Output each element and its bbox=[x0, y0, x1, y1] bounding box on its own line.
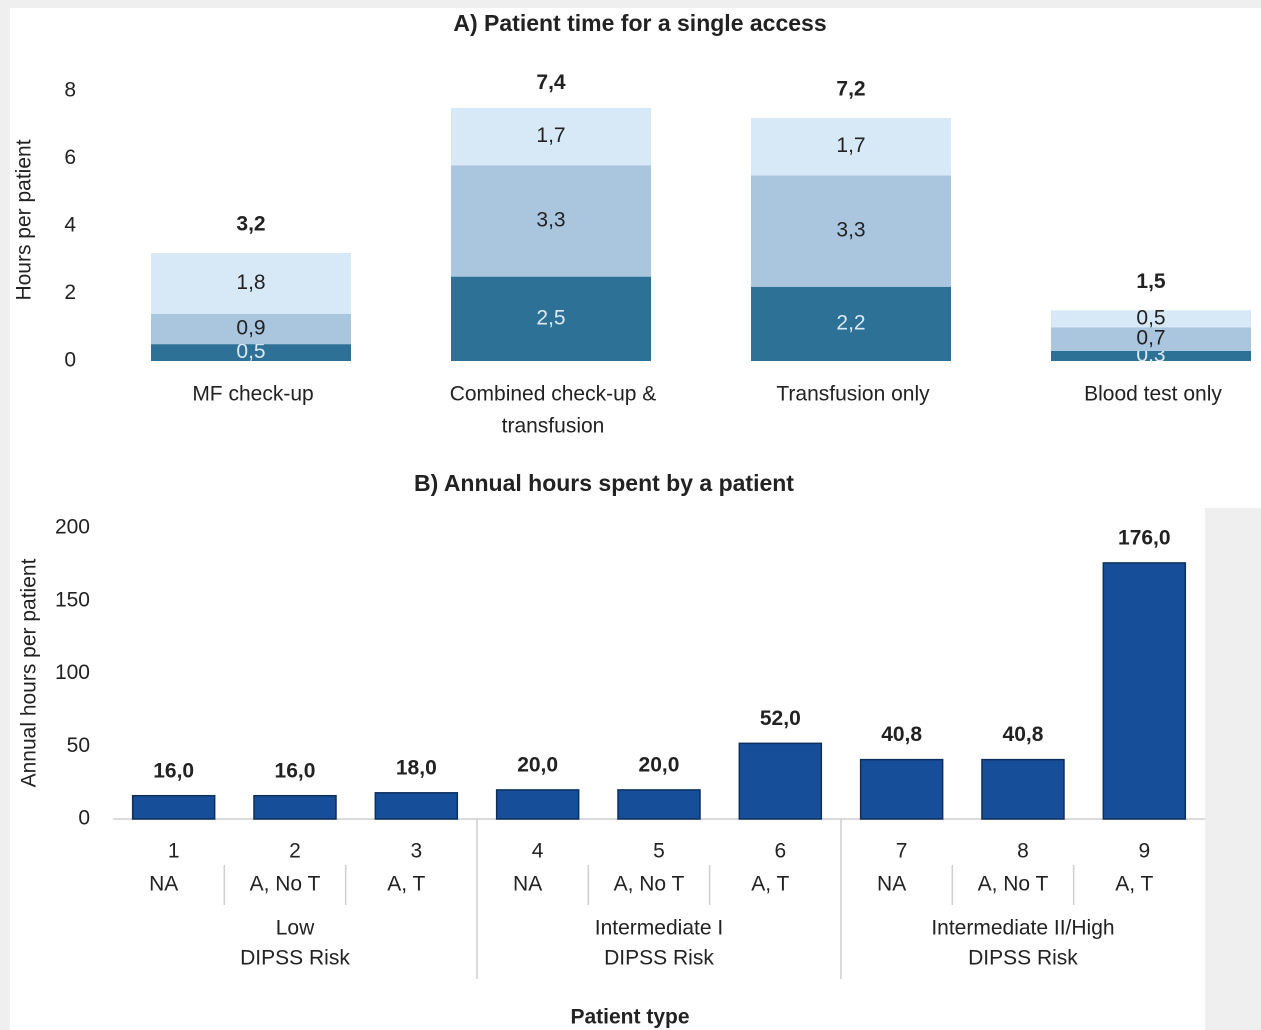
total-label: 7,2 bbox=[836, 78, 865, 101]
x-tick-label: 9 bbox=[1138, 840, 1150, 863]
total-label: 7,4 bbox=[536, 71, 566, 94]
bar bbox=[981, 758, 1065, 820]
value-label: 2,5 bbox=[536, 306, 565, 329]
group-label: DIPSS Risk bbox=[240, 947, 350, 970]
bar-segment bbox=[1051, 350, 1251, 361]
bar-segment bbox=[1051, 327, 1251, 351]
value-label: 0,7 bbox=[1136, 327, 1165, 350]
value-label: 20,0 bbox=[517, 753, 558, 776]
y-tick-label: 4 bbox=[64, 214, 76, 237]
x-tick-label: Transfusion only bbox=[776, 383, 930, 406]
x-tick-label: 2 bbox=[289, 840, 301, 863]
group-label: DIPSS Risk bbox=[968, 947, 1078, 970]
y-tick-label: 0 bbox=[64, 349, 76, 372]
group-label: Low bbox=[276, 917, 315, 940]
y-tick-label: 100 bbox=[55, 661, 90, 684]
bar-segment bbox=[751, 286, 951, 361]
y-tick-label: 0 bbox=[78, 807, 90, 830]
x-tick-label: 1 bbox=[168, 840, 180, 863]
chart-title: A) Patient time for a single access bbox=[453, 10, 826, 36]
x-subcategory-label: A, T bbox=[1115, 873, 1153, 896]
bar bbox=[1102, 562, 1187, 820]
y-tick-label: 2 bbox=[64, 281, 76, 304]
x-subcategory-label: A, No T bbox=[978, 873, 1049, 896]
value-label: 176,0 bbox=[1118, 526, 1171, 549]
group-label: DIPSS Risk bbox=[604, 947, 714, 970]
x-subcategory-label: A, No T bbox=[250, 873, 321, 896]
total-label: 3,2 bbox=[236, 213, 265, 236]
y-tick-label: 8 bbox=[64, 79, 76, 102]
bar-segment bbox=[151, 344, 351, 361]
x-subcategory-label: A, No T bbox=[614, 873, 685, 896]
value-label: 0,5 bbox=[236, 340, 265, 363]
value-label: 1,7 bbox=[836, 134, 865, 157]
x-tick-label: 3 bbox=[410, 840, 422, 863]
bar bbox=[253, 794, 337, 820]
x-axis-label: Patient type bbox=[570, 1006, 689, 1029]
value-label: 0,5 bbox=[1136, 306, 1165, 329]
x-tick-label: Blood test only bbox=[1084, 383, 1222, 406]
bar-segment bbox=[751, 175, 951, 287]
x-tick-label: transfusion bbox=[502, 415, 605, 438]
x-tick-label: 8 bbox=[1017, 840, 1029, 863]
x-subcategory-label: NA bbox=[149, 873, 178, 896]
value-label: 52,0 bbox=[760, 707, 801, 730]
bar-segment bbox=[451, 276, 651, 361]
value-label: 40,8 bbox=[1003, 723, 1044, 746]
y-axis-label: Hours per patient bbox=[13, 139, 36, 300]
y-tick-label: 50 bbox=[67, 734, 90, 757]
x-tick-label: 7 bbox=[896, 840, 908, 863]
value-label: 16,0 bbox=[153, 759, 194, 782]
bar bbox=[131, 794, 216, 820]
value-label: 18,0 bbox=[396, 756, 437, 779]
bar-segment bbox=[451, 165, 651, 277]
value-label: 3,3 bbox=[836, 219, 865, 242]
group-label: Intermediate II/High bbox=[931, 917, 1114, 940]
y-axis-label: Annual hours per patient bbox=[18, 558, 41, 787]
x-tick-label: 6 bbox=[774, 840, 786, 863]
value-label: 1,8 bbox=[236, 271, 265, 294]
x-tick-label: MF check-up bbox=[192, 383, 313, 406]
x-tick-label: Combined check-up & bbox=[450, 383, 657, 406]
bar bbox=[617, 789, 701, 820]
group-label: Intermediate I bbox=[595, 917, 723, 940]
bar bbox=[859, 758, 944, 820]
value-label: 2,2 bbox=[836, 311, 865, 334]
y-tick-label: 200 bbox=[55, 516, 90, 539]
x-subcategory-label: NA bbox=[513, 873, 542, 896]
value-label: 1,7 bbox=[536, 124, 565, 147]
x-tick-label: 4 bbox=[532, 840, 544, 863]
bar bbox=[374, 792, 459, 820]
y-tick-label: 150 bbox=[55, 588, 90, 611]
x-subcategory-label: NA bbox=[877, 873, 906, 896]
bar bbox=[738, 742, 823, 820]
value-label: 16,0 bbox=[275, 759, 316, 782]
bar-segment bbox=[1051, 310, 1251, 328]
x-tick-label: 5 bbox=[653, 840, 665, 863]
bar-segment bbox=[451, 107, 651, 166]
value-label: 40,8 bbox=[881, 723, 922, 746]
total-label: 1,5 bbox=[1136, 270, 1166, 293]
bar-segment bbox=[751, 118, 951, 176]
x-subcategory-label: A, T bbox=[387, 873, 425, 896]
y-tick-label: 6 bbox=[64, 146, 76, 169]
value-label: 20,0 bbox=[639, 753, 680, 776]
bar-segment bbox=[151, 253, 351, 314]
value-label: 0,9 bbox=[236, 316, 265, 339]
bar-segment bbox=[151, 313, 351, 345]
chart-title: B) Annual hours spent by a patient bbox=[414, 470, 794, 496]
value-label: 3,3 bbox=[536, 208, 565, 231]
bar bbox=[495, 789, 580, 820]
x-subcategory-label: A, T bbox=[751, 873, 789, 896]
